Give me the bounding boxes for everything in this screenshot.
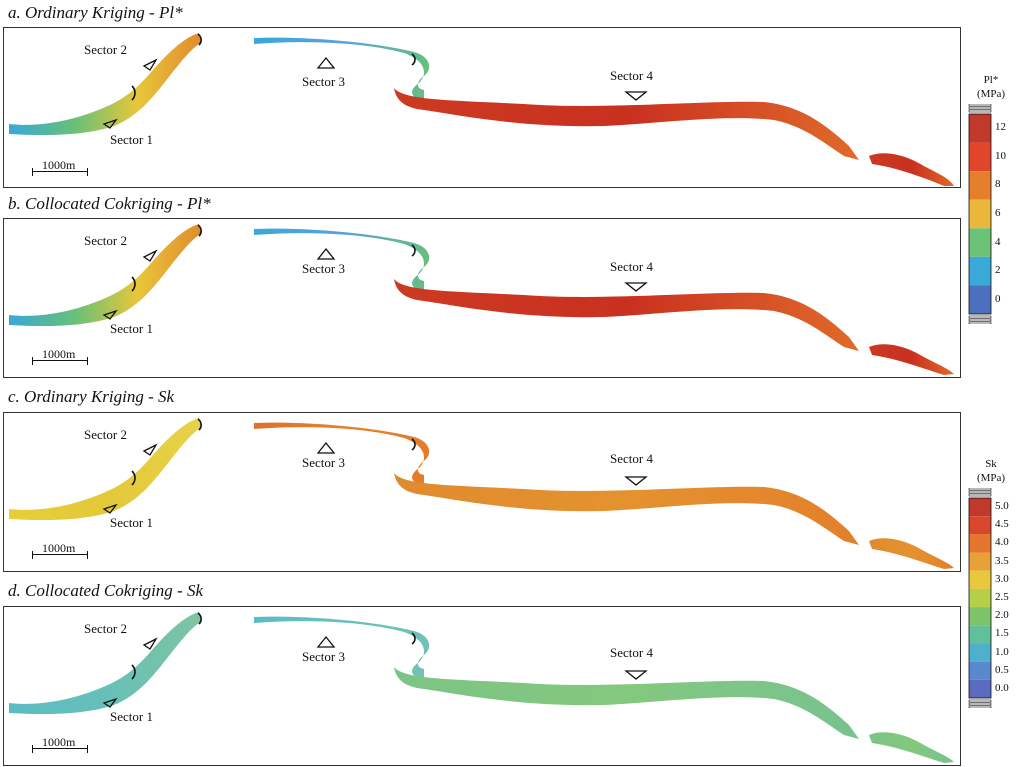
- sector-1-label: Sector 1: [110, 132, 153, 147]
- river-segment-left: [9, 418, 202, 521]
- legend_sk-swatch: [969, 516, 991, 535]
- scale-bar: 1000m: [32, 158, 88, 176]
- scale-bar-label: 1000m: [42, 158, 76, 172]
- legend_pl-swatch: [969, 114, 991, 143]
- sector-4-label: Sector 4: [610, 645, 653, 660]
- sector-3-label: Sector 3: [302, 649, 345, 664]
- sector-2-label: Sector 2: [84, 621, 127, 636]
- sector-3-label: Sector 3: [302, 74, 345, 89]
- river-segment-far: [869, 344, 954, 375]
- sector-4-label: Sector 4: [610, 68, 653, 83]
- map-panel-c: Sector 2 Sector 1 Sector 3 Sector 4 1000…: [3, 412, 961, 572]
- legend_sk-swatch: [969, 661, 991, 680]
- river-segment-right: [394, 473, 859, 545]
- sector-3-label: Sector 3: [302, 455, 345, 470]
- legend_sk-tick-label: 4.0: [995, 536, 1009, 549]
- legend_sk-swatch: [969, 679, 991, 698]
- river-segment-middle: [254, 422, 430, 485]
- legend-pl-colorbar: [968, 104, 992, 324]
- sector-1-label: Sector 1: [110, 321, 153, 336]
- river-segment-middle: [254, 616, 430, 679]
- river-map-a: [9, 33, 954, 186]
- sector-1-label: Sector 1: [110, 709, 153, 724]
- legend_pl-tick-label: 2: [995, 264, 1001, 277]
- legend_sk-tick-label: 5.0: [995, 500, 1009, 513]
- sector-1-label: Sector 1: [110, 515, 153, 530]
- legend_sk-swatch: [969, 570, 991, 589]
- scale-bar-label: 1000m: [42, 735, 76, 749]
- legend_sk-tick-label: 3.0: [995, 572, 1009, 585]
- legend_pl-tick-label: 8: [995, 178, 1001, 191]
- legend_pl-tick-label: 4: [995, 235, 1001, 248]
- map-panel-d: Sector 2 Sector 1 Sector 3 Sector 4 1000…: [3, 606, 961, 766]
- river-segment-left: [9, 612, 202, 715]
- legend-sk-title: Sk: [985, 458, 997, 470]
- legend-pl-title: Pl*: [983, 74, 999, 86]
- legend_sk-swatch: [969, 607, 991, 626]
- sector-4-label: Sector 4: [610, 259, 653, 274]
- sector-4-label: Sector 4: [610, 451, 653, 466]
- panel-title-c: c. Ordinary Kriging - Sk: [8, 387, 175, 406]
- legend-sk-unit: (MPa): [976, 472, 1006, 484]
- legend_pl-tick-label: 0: [995, 292, 1001, 305]
- river-segment-middle: [254, 37, 430, 100]
- legend_pl-swatch: [969, 285, 991, 314]
- map-panel-b: Sector 2 Sector 1 Sector 3 Sector 4 1000…: [3, 218, 961, 378]
- panel-title-b: b. Collocated Cokriging - Pl*: [8, 194, 211, 213]
- legend_sk-swatch: [969, 498, 991, 517]
- legend_pl-swatch: [969, 256, 991, 286]
- river-segment-far: [869, 732, 954, 763]
- river-map-b: [9, 224, 954, 375]
- river-map-c: [9, 418, 954, 569]
- sector-2-label: Sector 2: [84, 233, 127, 248]
- legend_sk-tick-label: 2.0: [995, 609, 1009, 622]
- river-segment-right: [394, 279, 859, 351]
- scale-bar: 1000m: [32, 347, 88, 365]
- legend-sk: Sk (MPa) 5.0 4.5 4.0 3.5 3.0 2.5 2.0 1.5 1.0 0.5 0…: [963, 458, 1020, 708]
- sector-3-label: Sector 3: [302, 261, 345, 276]
- legend_pl-tick-label: 10: [995, 149, 1006, 162]
- river-segment-left: [9, 224, 202, 327]
- river-segment-far: [869, 153, 954, 186]
- river-segment-middle: [254, 228, 430, 291]
- legend_sk-tick-label: 1.5: [995, 627, 1009, 640]
- panel-title-a: a. Ordinary Kriging - Pl*: [8, 3, 183, 22]
- legend_pl-tick-label: 6: [995, 207, 1001, 219]
- map-panel-a: Sector 2 Sector 1 Sector 3 Sector 4 1000…: [3, 27, 961, 188]
- legend_sk-swatch: [969, 643, 991, 662]
- scale-bar-label: 1000m: [42, 347, 76, 361]
- legend_pl-swatch: [969, 171, 991, 200]
- legend_sk-swatch: [969, 552, 991, 571]
- legend_sk-tick-label: 3.5: [995, 554, 1009, 567]
- legend_sk-tick-label: 0.5: [995, 663, 1009, 676]
- legend_sk-swatch: [969, 625, 991, 644]
- legend_sk-tick-label: 1.0: [995, 645, 1009, 658]
- scale-bar-label: 1000m: [42, 541, 76, 555]
- legend-pl: Pl* (MPa) 12 10 8 6 4 2 0: [963, 74, 1020, 324]
- scale-bar: 1000m: [32, 541, 88, 559]
- legend_sk-tick-label: 0.0: [995, 681, 1009, 694]
- legend_sk-swatch: [969, 588, 991, 608]
- legend_pl-swatch: [969, 142, 991, 172]
- panel-title-d: d. Collocated Cokriging - Sk: [8, 581, 204, 600]
- river-segment-far: [869, 538, 954, 569]
- river-segment-left: [9, 33, 202, 136]
- legend-pl-unit: (MPa): [976, 88, 1006, 100]
- river-segment-right: [394, 88, 859, 160]
- legend_sk-tick-label: 4.5: [995, 518, 1009, 531]
- legend_sk-swatch: [969, 534, 991, 553]
- legend_pl-swatch: [969, 199, 991, 229]
- scale-bar: 1000m: [32, 735, 88, 753]
- sector-2-label: Sector 2: [84, 42, 127, 57]
- legend-sk-colorbar: [968, 488, 992, 708]
- sector-2-label: Sector 2: [84, 427, 127, 442]
- river-map-d: [9, 612, 954, 763]
- legend_pl-tick-label: 12: [995, 121, 1006, 134]
- legend_sk-tick-label: 2.5: [995, 591, 1009, 603]
- river-segment-right: [394, 667, 859, 739]
- legend_pl-swatch: [969, 228, 991, 257]
